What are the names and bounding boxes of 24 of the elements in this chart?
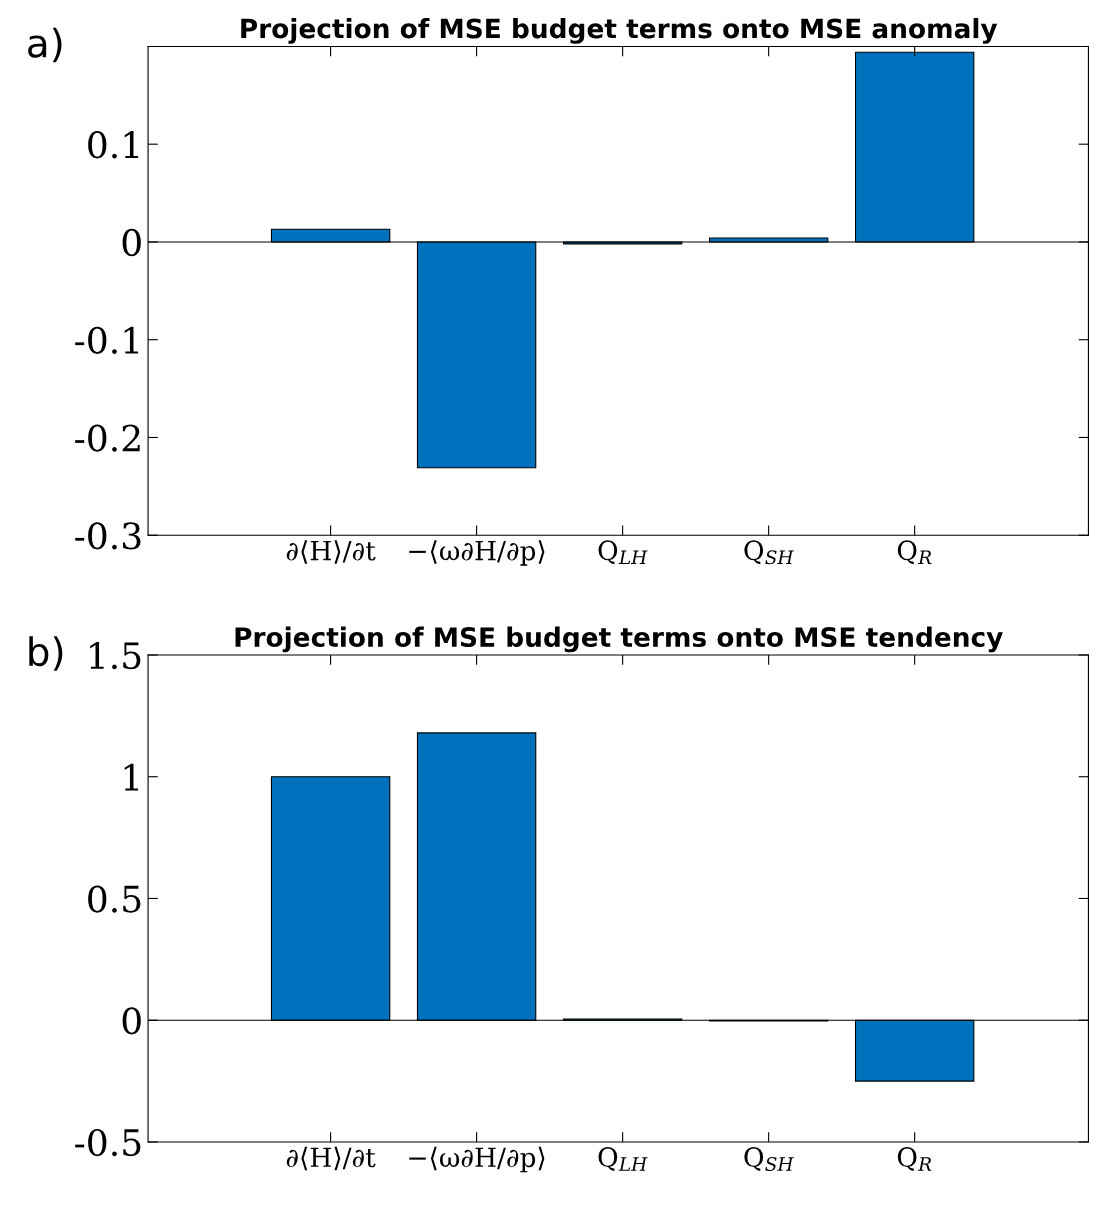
x-tick-label: ∂⟨H⟩/∂t [286,540,376,564]
chart-title: Projection of MSE budget terms onto MSE tendency [235,626,1003,653]
x-tick-label: Q$_{LH}$ [598,540,648,565]
y-tick-label: 1 [124,763,139,791]
text: b) [29,636,63,671]
y-tick-label: 0 [122,1007,141,1035]
x-tick-label: Q$_{R}$ [897,1147,932,1171]
y-tick-label: 0 [122,228,141,257]
y-tick-label: 0.1 [88,131,139,159]
x-tick-label: Q$_{SH}$ [744,1147,794,1172]
x-tick-label: Q$_{R}$ [897,540,932,565]
x-tick-label: ∂⟨H⟩/∂t [286,1146,376,1171]
chart-title: Projection of MSE budget terms onto MSE anomaly [241,18,998,44]
y-tick-label: -0.3 [75,522,141,550]
x-tick-label: Q$_{SH}$ [744,540,794,565]
x-tick-label: −⟨ω∂H/∂p⟩ [409,540,545,566]
x-tick-label: Q$_{LH}$ [598,1147,648,1171]
y-tick-label: -0.2 [75,424,140,452]
y-tick-label: -0.5 [75,1128,141,1157]
x-tick-label: −⟨ω∂H/∂p⟩ [409,1146,545,1173]
y-tick-label: 1.5 [90,641,141,670]
text: a) [28,27,62,63]
y-tick-label: -0.1 [75,326,139,354]
y-tick-label: 0.5 [88,885,141,913]
